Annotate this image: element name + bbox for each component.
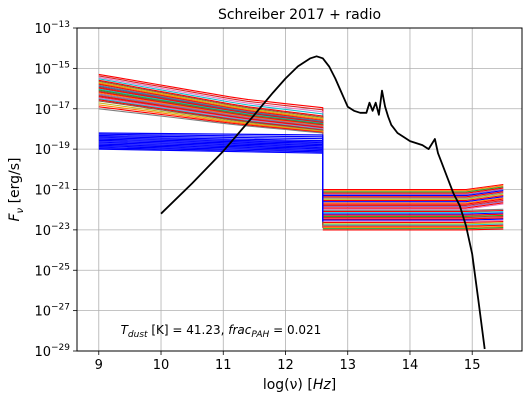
radio-component-line: [98, 91, 324, 223]
uv-component-line: [322, 196, 504, 203]
uv-component-line: [322, 217, 504, 220]
radio-component-line: [98, 83, 324, 226]
radio-component-line: [98, 93, 324, 222]
chart-title: Schreiber 2017 + radio: [218, 7, 381, 23]
radio-component-line: [98, 89, 324, 223]
uv-component-line: [322, 201, 504, 208]
uv-component-line: [322, 193, 504, 200]
uv-component-line: [322, 211, 504, 214]
dust-parameters-annotation: Tdust [K] = 41.23, fracPAH = 0.021: [121, 323, 322, 340]
y-tick-label: 10−29: [34, 343, 70, 360]
radio-component-line: [98, 100, 324, 220]
radio-component-line: [98, 81, 324, 226]
uv-component-line: [322, 199, 504, 206]
uv-component-line: [322, 212, 504, 215]
ticks: 9 10 11 12 13 14 15 10−29 10−27 10−25 10−23 10−21 10…: [34, 20, 480, 373]
uv-component-line: [322, 191, 504, 198]
y-tick-label: 10−23: [34, 222, 70, 239]
radio-component-line: [98, 78, 324, 227]
radio-component-line: [98, 73, 324, 228]
y-tick-label: 10−21: [34, 182, 70, 199]
series-layer: [98, 55, 504, 350]
uv-component-line: [322, 216, 504, 219]
radio-component-line: [98, 90, 324, 223]
uv-component-line: [322, 202, 504, 209]
uv-component-line: [322, 190, 504, 197]
radio-component-line: [98, 88, 324, 224]
uv-component-line: [322, 188, 504, 195]
y-tick-label: 10−15: [34, 60, 70, 77]
radio-component-line: [98, 106, 324, 219]
radio-component-line: [98, 75, 324, 228]
x-tick-label: 15: [464, 358, 481, 373]
radio-component-line: [98, 92, 324, 222]
uv-component-line: [322, 208, 504, 211]
y-tick-label: 10−17: [34, 101, 70, 118]
uv-component-line: [322, 194, 504, 202]
y-tick-label: 10−19: [34, 141, 70, 158]
x-tick-label: 13: [339, 358, 356, 373]
x-tick-label: 12: [277, 358, 294, 373]
uv-component-line: [322, 213, 504, 216]
y-axis-label: Fν [erg/s]: [7, 157, 26, 221]
uv-component-line: [322, 220, 504, 224]
radio-component-line: [98, 87, 324, 224]
y-tick-label: 10−13: [34, 20, 70, 37]
radio-component-line: [98, 84, 324, 225]
uv-component-line: [322, 187, 504, 194]
uv-component-line: [322, 185, 504, 192]
radio-component-line: [98, 79, 324, 227]
radio-component-line: [98, 86, 324, 224]
uv-component-line: [322, 197, 504, 204]
x-axis-label: log(ν) [Hz]: [263, 377, 336, 393]
uv-component-line: [322, 219, 504, 222]
uv-component-line: [322, 209, 504, 213]
radio-component-line: [98, 94, 324, 222]
radio-component-line: [98, 98, 324, 220]
uv-component-line: [322, 214, 504, 217]
radio-component-line: [98, 80, 324, 227]
radio-component-line: [98, 95, 324, 221]
uv-component-line: [322, 218, 504, 221]
model-sed-line: [160, 55, 486, 350]
radio-component-line: [98, 108, 324, 218]
uv-component-line: [322, 192, 504, 199]
radio-component-line: [98, 96, 324, 221]
x-tick-label: 9: [95, 358, 103, 373]
radio-component-line: [98, 99, 324, 220]
uv-component-line: [322, 203, 504, 210]
y-tick-label: 10−27: [34, 303, 70, 320]
radio-component-line: [98, 97, 324, 221]
radio-component-line: [98, 104, 324, 219]
x-tick-label: 11: [215, 358, 232, 373]
y-tick-label: 10−25: [34, 262, 70, 279]
radio-component-line: [98, 82, 324, 226]
x-tick-label: 10: [153, 358, 170, 373]
radio-component-line: [98, 102, 324, 219]
radio-component-line: [98, 85, 324, 225]
uv-component-line: [322, 186, 504, 193]
x-tick-label: 14: [402, 358, 419, 373]
radio-blue-line: [98, 148, 324, 216]
uv-component-line: [322, 183, 504, 191]
radio-component-line: [98, 76, 324, 228]
uv-component-line: [322, 198, 504, 205]
